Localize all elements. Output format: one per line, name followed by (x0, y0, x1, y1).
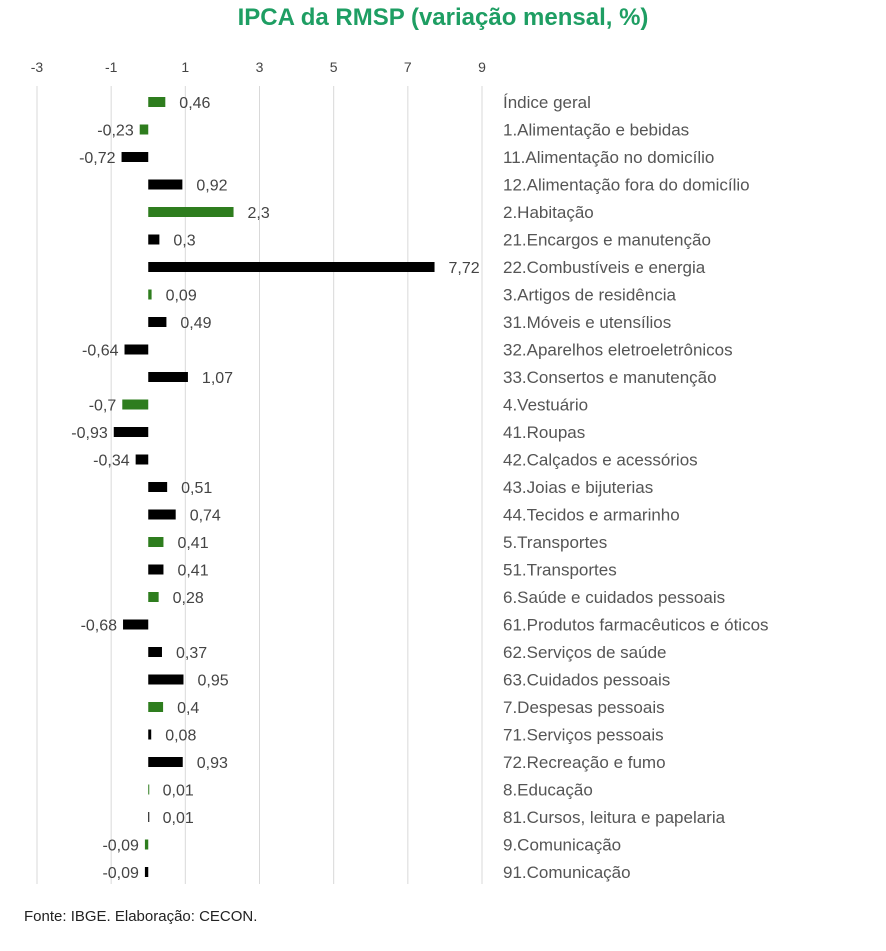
category-label: 21.Encargos e manutenção (503, 231, 711, 250)
value-label: 0,4 (177, 700, 199, 717)
bar (148, 234, 160, 245)
bar (124, 344, 149, 355)
category-label: 8.Educação (503, 781, 593, 800)
category-label: 91.Comunicação (503, 863, 631, 882)
value-label: -0,09 (102, 838, 139, 855)
bar (148, 729, 152, 740)
value-label: 0,74 (190, 508, 221, 525)
value-label: 2,3 (248, 205, 270, 222)
category-label: 63.Cuidados pessoais (503, 671, 670, 690)
category-label: 62.Serviços de saúde (503, 643, 667, 662)
category-label: 44.Tecidos e armarinho (503, 506, 680, 525)
value-label: -0,68 (81, 618, 118, 635)
bar (148, 784, 150, 795)
category-label: 9.Comunicação (503, 836, 621, 855)
value-label: 0,41 (177, 535, 208, 552)
category-label: 61.Produtos farmacêuticos e óticos (503, 616, 769, 635)
value-label: -0,7 (89, 398, 117, 415)
value-label: 0,93 (197, 755, 228, 772)
value-label: -0,23 (97, 123, 134, 140)
bar (148, 812, 150, 822)
category-label: 51.Transportes (503, 561, 617, 580)
category-label: 32.Aparelhos eletroeletrônicos (503, 341, 733, 360)
x-tick-label: -1 (105, 59, 118, 75)
x-tick-label: 5 (330, 59, 338, 75)
category-label: 5.Transportes (503, 533, 607, 552)
value-label: 0,95 (197, 673, 228, 690)
value-label: 0,41 (177, 563, 208, 580)
value-label: 0,49 (180, 315, 211, 332)
category-label: 12.Alimentação fora do domicílio (503, 176, 750, 195)
value-label: -0,34 (93, 453, 130, 470)
chart-title: IPCA da RMSP (variação mensal, %) (237, 4, 649, 31)
value-label: 0,01 (163, 783, 194, 800)
value-label: -0,64 (82, 343, 119, 360)
value-label: 0,09 (166, 288, 197, 305)
bar-chart: -3 -1 1 3 5 7 9 0,46 Índice geral -0,23 1.Alimenta… (31, 59, 769, 884)
bar (148, 702, 164, 712)
x-tick-label: 3 (256, 59, 264, 75)
x-tick-label: 9 (478, 59, 486, 75)
category-label: 11.Alimentação no domicílio (503, 148, 714, 167)
value-label: 0,3 (173, 233, 195, 250)
category-label: 72.Recreação e fumo (503, 753, 666, 772)
bar (148, 97, 166, 107)
category-label: 2.Habitação (503, 203, 594, 222)
category-label: 42.Calçados e acessórios (503, 451, 698, 470)
category-label: 6.Saúde e cuidados pessoais (503, 588, 725, 607)
category-label: 71.Serviços pessoais (503, 726, 664, 745)
bar (148, 647, 162, 657)
bar (148, 674, 184, 685)
bar (148, 262, 435, 272)
value-label: 7,72 (449, 260, 480, 277)
value-label: 0,28 (173, 590, 204, 607)
value-label: -0,09 (102, 865, 139, 882)
bar (148, 509, 176, 520)
category-label: 31.Móveis e utensílios (503, 313, 671, 332)
x-tick-label: 1 (181, 59, 189, 75)
value-label: 0,51 (181, 480, 212, 497)
value-label: -0,72 (79, 150, 116, 167)
bar (121, 152, 149, 162)
category-label: 22.Combustíveis e energia (503, 258, 706, 277)
value-label: -0,93 (71, 425, 108, 442)
x-tick-label: 7 (404, 59, 412, 75)
bar (148, 482, 168, 492)
category-label: 1.Alimentação e bebidas (503, 121, 689, 140)
bar (135, 454, 149, 465)
bar (113, 427, 149, 437)
value-label: 0,37 (176, 645, 207, 662)
category-label: 41.Roupas (503, 423, 585, 442)
bar (148, 757, 183, 767)
bar (148, 207, 234, 217)
category-label: 7.Despesas pessoais (503, 698, 665, 717)
category-label: Índice geral (503, 93, 591, 112)
bar (123, 619, 149, 630)
value-label: 0,08 (165, 728, 196, 745)
bar (148, 289, 152, 300)
category-label: 43.Joias e bijuterias (503, 478, 653, 497)
bar (144, 867, 149, 877)
value-label: 1,07 (202, 370, 233, 387)
bar (148, 179, 183, 190)
value-label: 0,01 (163, 810, 194, 827)
bar (122, 399, 149, 410)
bar (148, 372, 188, 382)
value-label: 0,46 (179, 95, 210, 112)
bar (139, 124, 149, 135)
bar (144, 839, 149, 850)
x-tick-label: -3 (31, 59, 44, 75)
category-label: 4.Vestuário (503, 396, 588, 415)
bar (148, 537, 164, 547)
category-label: 81.Cursos, leitura e papelaria (503, 808, 726, 827)
bar (148, 317, 167, 327)
bar (148, 592, 159, 602)
value-label: 0,92 (196, 178, 227, 195)
bar (148, 564, 164, 575)
category-label: 33.Consertos e manutenção (503, 368, 717, 387)
source-note: Fonte: IBGE. Elaboração: CECON. (24, 908, 258, 925)
category-label: 3.Artigos de residência (503, 286, 676, 305)
